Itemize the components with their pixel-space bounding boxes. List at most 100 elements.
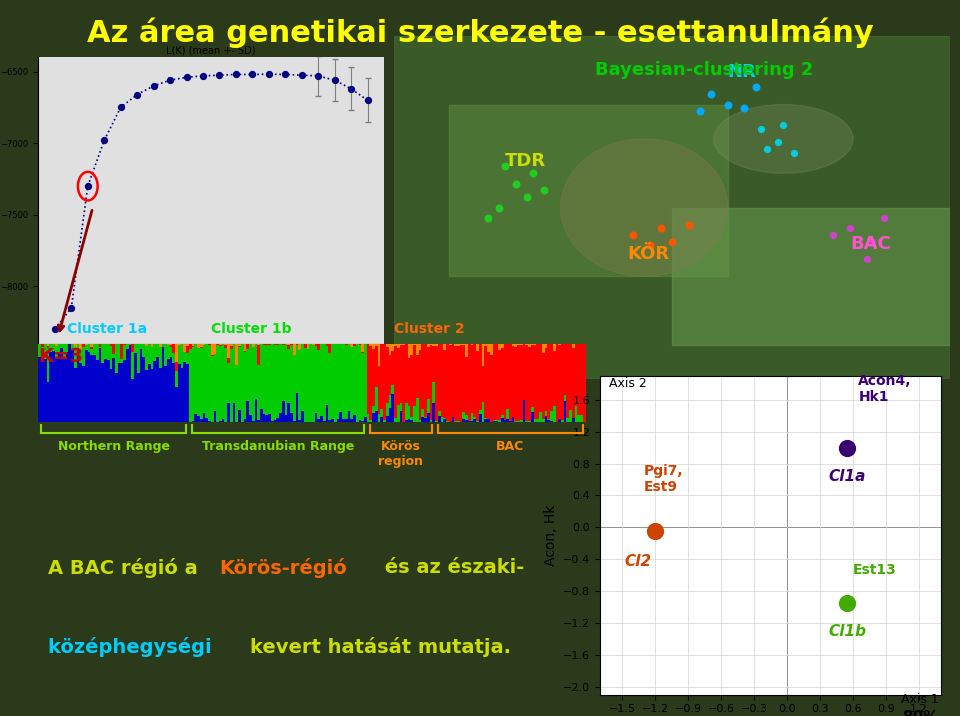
Bar (129, 344, 132, 345)
Bar (517, 344, 520, 345)
Point (492, 202, 507, 213)
Bar (427, 347, 430, 399)
Bar (463, 412, 466, 420)
Bar (68, 344, 71, 422)
Bar (522, 344, 525, 400)
Bar (228, 358, 230, 363)
Bar (372, 413, 375, 422)
Bar (531, 412, 534, 422)
Bar (389, 355, 392, 395)
Bar (257, 365, 260, 420)
Bar (49, 352, 52, 422)
Y-axis label: Acon, Hk: Acon, Hk (543, 505, 558, 566)
Point (625, 229, 640, 241)
Bar (63, 359, 65, 422)
Bar (446, 421, 449, 422)
Bar (547, 420, 550, 422)
Text: Az área genetikai szerkezete - esettanulmány: Az área genetikai szerkezete - esettanul… (86, 18, 874, 49)
Bar (84, 350, 87, 422)
Bar (318, 350, 321, 420)
Bar (244, 352, 247, 420)
Bar (222, 344, 225, 419)
Ellipse shape (713, 105, 853, 173)
Bar (337, 344, 340, 419)
Bar (520, 420, 522, 422)
Bar (83, 366, 84, 422)
Bar (132, 352, 134, 379)
Point (720, 99, 735, 110)
Bar (247, 344, 249, 349)
Text: Northern Range: Northern Range (58, 440, 170, 453)
Bar (83, 347, 84, 366)
Bar (296, 344, 299, 345)
Bar (476, 344, 479, 351)
Bar (41, 347, 44, 358)
Bar (392, 384, 395, 394)
Bar (213, 344, 216, 354)
Bar (419, 344, 421, 350)
Bar (161, 344, 164, 347)
Text: BAC: BAC (851, 235, 891, 253)
Bar (164, 366, 167, 422)
Bar (372, 344, 375, 349)
Bar (553, 352, 556, 406)
Bar (58, 354, 60, 422)
Bar (463, 345, 466, 412)
Text: TDR: TDR (505, 153, 546, 170)
Bar (377, 344, 380, 366)
Bar (284, 415, 287, 422)
Bar (173, 353, 175, 363)
Bar (126, 349, 129, 422)
Bar (395, 344, 396, 346)
Bar (473, 344, 476, 417)
Text: NR: NR (728, 63, 756, 81)
Bar (257, 344, 260, 345)
Bar (282, 344, 284, 345)
Bar (550, 344, 553, 411)
Point (653, 223, 668, 234)
Bar (115, 344, 118, 373)
Bar (183, 352, 186, 362)
Point (277, 69, 293, 80)
Bar (80, 344, 83, 349)
Text: Cluster 2: Cluster 2 (394, 322, 465, 336)
Bar (399, 344, 402, 402)
Point (776, 120, 791, 131)
Bar (219, 344, 222, 345)
Bar (408, 407, 411, 419)
Bar (380, 344, 383, 409)
Bar (266, 345, 268, 415)
Bar (205, 418, 208, 422)
Bar (460, 344, 463, 345)
Bar (271, 344, 274, 421)
Bar (44, 344, 47, 359)
Bar (485, 346, 487, 418)
Bar (331, 419, 334, 422)
Bar (528, 344, 531, 347)
Point (692, 106, 708, 117)
Point (113, 102, 129, 113)
Bar (487, 420, 490, 422)
Bar (306, 344, 309, 349)
Title: L(K) (mean +- SD): L(K) (mean +- SD) (166, 45, 256, 55)
Bar (479, 344, 482, 410)
X-axis label: K: K (208, 368, 214, 378)
Bar (451, 344, 454, 417)
Bar (468, 344, 470, 420)
Bar (358, 344, 361, 345)
Bar (503, 344, 506, 420)
Bar (561, 420, 564, 422)
Bar (325, 344, 328, 346)
Bar (375, 412, 377, 422)
Bar (93, 354, 96, 422)
Bar (328, 344, 331, 353)
Bar (372, 406, 375, 413)
Bar (449, 344, 451, 422)
Bar (512, 344, 515, 346)
Bar (296, 393, 299, 422)
Bar (154, 362, 156, 422)
Bar (544, 344, 547, 348)
Bar (178, 344, 180, 364)
Bar (444, 417, 446, 419)
Bar (396, 405, 399, 422)
